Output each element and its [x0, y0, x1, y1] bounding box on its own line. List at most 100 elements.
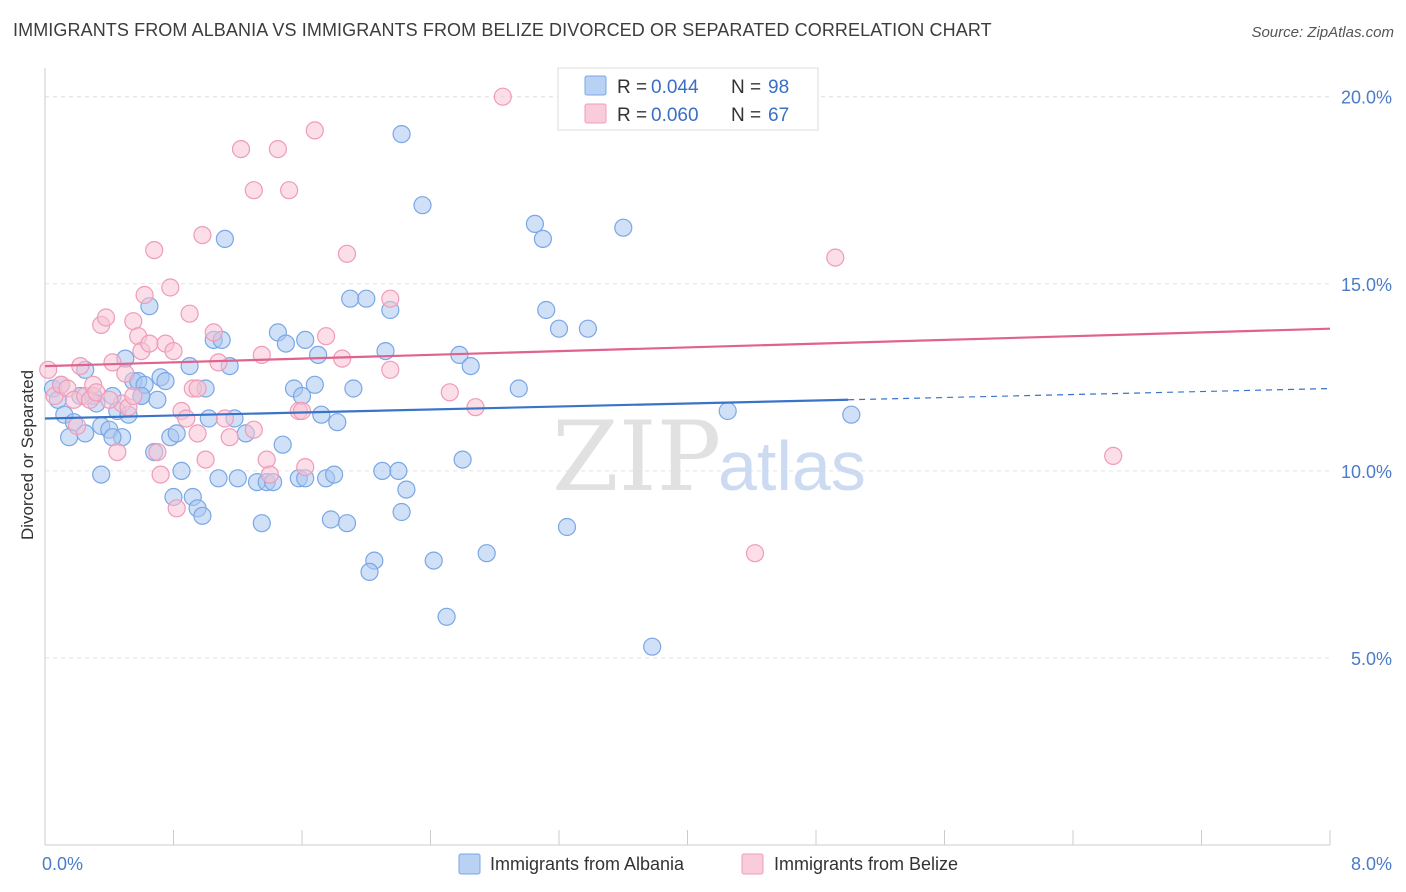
- legend-r-label-1: R =: [617, 77, 647, 98]
- albania-point: [305, 375, 324, 394]
- albania-point: [397, 480, 416, 499]
- belize-point: [108, 443, 127, 462]
- belize-point: [188, 424, 207, 443]
- albania-point: [180, 357, 199, 376]
- albania-point: [167, 424, 186, 443]
- legend-r-value-2: 0.060: [651, 105, 699, 126]
- belize-point: [381, 289, 400, 308]
- belize-point: [148, 443, 167, 462]
- albania-point: [578, 319, 598, 338]
- belize-point: [188, 379, 207, 398]
- albania-point: [557, 517, 577, 537]
- belize-point: [257, 450, 276, 469]
- albania-point: [477, 544, 496, 563]
- belize-point: [231, 140, 251, 159]
- albania-point: [199, 409, 218, 428]
- belize-point: [124, 312, 143, 331]
- belize-point: [209, 353, 228, 372]
- belize-point: [204, 323, 223, 342]
- albania-point: [344, 379, 363, 398]
- belize-point: [296, 458, 315, 477]
- albania-point: [92, 465, 111, 484]
- albania-point: [392, 125, 411, 144]
- watermark-atlas: atlas: [718, 427, 866, 505]
- albania-point: [172, 461, 191, 480]
- trend-line-albania-extension: [848, 387, 1331, 401]
- y-tick-label: 5.0%: [1351, 649, 1392, 669]
- belize-point: [337, 244, 357, 263]
- legend-n-value-1: 98: [768, 77, 789, 98]
- albania-point: [309, 345, 328, 364]
- watermark: ZIP atlas: [552, 401, 866, 513]
- albania-point: [533, 229, 553, 248]
- x-tick-label: 8.0%: [1351, 854, 1392, 874]
- legend-swatch-belize: [584, 103, 607, 124]
- legend-r-value-1: 0.044: [651, 77, 699, 98]
- belize-point: [305, 121, 324, 140]
- bottom-legend-albania: Immigrants from Albania: [490, 854, 685, 874]
- belize-point: [244, 420, 263, 439]
- belize-point: [466, 398, 485, 417]
- tick-labels: 5.0% 10.0% 15.0% 20.0% 0.0% 8.0%: [42, 88, 1392, 874]
- albania-point: [373, 461, 392, 480]
- albania-point: [228, 469, 247, 488]
- trend-lines: [44, 327, 1331, 420]
- albania-point: [461, 357, 480, 376]
- belize-point: [381, 360, 400, 379]
- albania-point: [453, 450, 472, 469]
- albania-point: [360, 562, 379, 582]
- albania-point: [341, 289, 360, 308]
- albania-point: [525, 214, 545, 233]
- belize-point: [177, 409, 196, 428]
- albania-point: [549, 319, 569, 338]
- belize-point: [745, 544, 765, 563]
- belize-point: [161, 278, 180, 297]
- y-axis-label: Divorced or Separated: [18, 370, 37, 540]
- chart-source: Source: ZipAtlas.com: [1251, 24, 1394, 41]
- belize-point: [164, 342, 183, 361]
- legend: R = 0.044 N = 98 R = 0.060 N = 67: [557, 67, 819, 131]
- legend-n-label-1: N =: [731, 77, 761, 98]
- belize-point: [135, 285, 154, 305]
- albania-point: [389, 461, 408, 480]
- belize-point: [180, 304, 199, 323]
- albania-point: [148, 390, 167, 409]
- belize-point: [39, 360, 58, 379]
- albania-point: [337, 514, 357, 533]
- albania-point: [296, 330, 315, 349]
- belize-point: [826, 248, 845, 267]
- albania-point: [328, 413, 347, 432]
- belize-point: [196, 450, 215, 469]
- albania-point: [312, 405, 331, 424]
- belize-point: [1104, 446, 1123, 465]
- albania-point: [325, 465, 344, 484]
- bottom-legend-swatch-belize: [741, 853, 764, 875]
- belize-point: [116, 364, 135, 383]
- belize-point: [440, 383, 459, 402]
- albania-point: [509, 379, 528, 398]
- legend-swatch-albania: [584, 75, 607, 96]
- belize-point: [317, 327, 336, 346]
- y-tick-label: 15.0%: [1341, 275, 1392, 295]
- watermark-zip: ZIP: [552, 401, 721, 513]
- belize-point: [167, 499, 186, 518]
- belize-point: [145, 241, 164, 260]
- legend-r-label-2: R =: [617, 105, 647, 126]
- belize-point: [244, 181, 263, 200]
- albania-point: [537, 300, 556, 320]
- albania-point: [321, 510, 340, 529]
- belize-point: [260, 465, 279, 484]
- belize-point: [280, 181, 299, 200]
- albania-point: [209, 469, 228, 488]
- albania-point: [643, 637, 662, 656]
- belize-point: [268, 140, 287, 159]
- y-tick-label: 20.0%: [1341, 88, 1392, 108]
- albania-point: [273, 435, 292, 454]
- albania-point: [413, 196, 432, 215]
- trend-line-albania: [44, 398, 849, 420]
- albania-point: [215, 229, 234, 248]
- y-tick-label: 10.0%: [1341, 462, 1392, 482]
- legend-n-label-2: N =: [731, 105, 761, 126]
- belize-point: [193, 226, 212, 245]
- series-belize-points: [39, 87, 1123, 563]
